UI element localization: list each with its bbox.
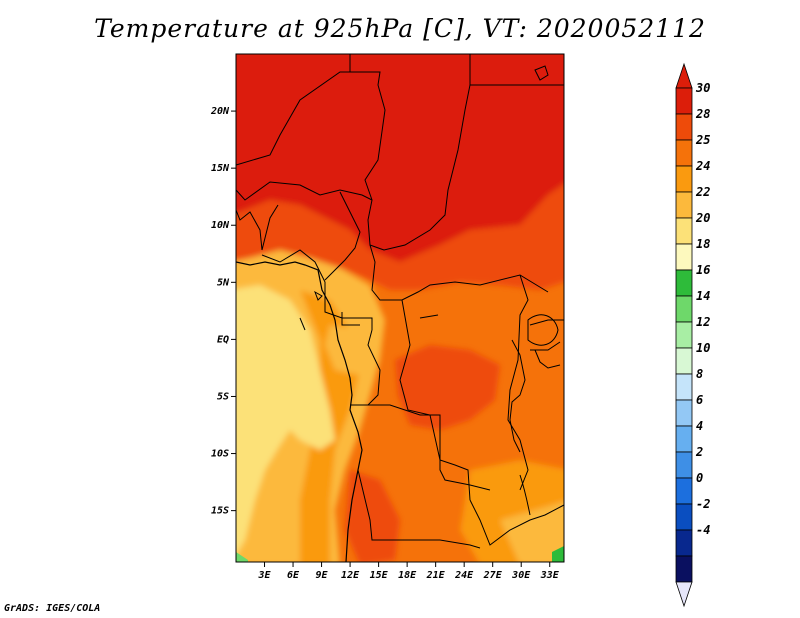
colorbar-swatch [675,529,693,557]
colorbar-swatch [675,347,693,375]
lat-label: 10S [211,449,229,460]
country-borders [236,54,564,562]
lon-label: 12E [341,570,360,581]
colorbar-swatch [675,165,693,193]
colorbar-label: -4 [696,523,710,537]
colorbar-swatch [675,191,693,219]
longitude-axis: 3E 6E 9E 12E 15E 18E 21E 24E 27E 30E 33E [257,562,560,581]
lat-label: 15N [211,163,230,174]
colorbar-swatch [675,503,693,531]
lon-label: 6E [287,570,300,581]
colorbar-label: 24 [695,159,710,173]
colorbar-swatch [675,217,693,245]
colorbar-swatch [675,373,693,401]
colorbar-swatch [675,139,693,167]
colorbar-label: 6 [696,393,703,407]
chart-title: Temperature at 925hPa [C], VT: 202005211… [94,14,706,43]
colorbar-swatch [675,399,693,427]
colorbar-label: 2 [695,445,703,459]
colorbar-label: 16 [696,263,710,277]
colorbar-label: 28 [695,107,710,121]
lat-label: 15S [211,506,229,517]
colorbar-swatch [675,451,693,479]
plot-frame [235,53,565,563]
colorbar-swatch [675,425,693,453]
lon-label: 30E [511,570,531,581]
colorbar-swatch [675,87,693,115]
lon-label: 33E [540,570,560,581]
colorbar-swatch [675,477,693,505]
lat-label: 5S [217,391,229,402]
colorbar-top-arrow [675,62,693,89]
colorbar-bottom-arrow [675,581,693,608]
colorbar-label: 8 [696,367,703,381]
lon-label: 3E [257,570,271,581]
colorbar-label: 4 [696,419,703,433]
lat-label: 10N [211,220,230,231]
lon-label: 18E [398,570,417,581]
colorbar-label: 12 [696,315,710,329]
colorbar-swatch [675,321,693,349]
colorbar-swatch [675,295,693,323]
lon-label: 15E [370,570,389,581]
colorbar-swatch [675,113,693,141]
lat-label: 20N [210,106,230,117]
colorbar-label: -2 [696,497,710,511]
lon-label: 27E [483,570,503,581]
colorbar-swatch [675,269,693,297]
lon-label: 24E [454,570,474,581]
lon-label: 21E [426,570,446,581]
colorbar-label: 25 [695,133,710,147]
grads-credit: GrADS: IGES/COLA [4,603,101,614]
lat-label: 5N [217,277,230,288]
colorbar-label: 30 [695,81,710,95]
colorbar-label: 10 [696,341,710,355]
colorbar-label: 20 [695,211,710,225]
temperature-field [236,54,564,562]
colorbar-swatch [675,555,693,583]
colorbar-label: 22 [695,185,710,199]
colorbar-swatch [675,243,693,271]
colorbar-label: 0 [696,471,703,485]
colorbar-label: 18 [696,237,710,251]
colorbar-label: 14 [696,289,710,303]
lon-label: 9E [316,570,329,581]
lat-label: EQ [217,334,229,345]
latitude-axis: 20N 15N 10N 5N EQ 5S 10S 15S [210,106,236,517]
